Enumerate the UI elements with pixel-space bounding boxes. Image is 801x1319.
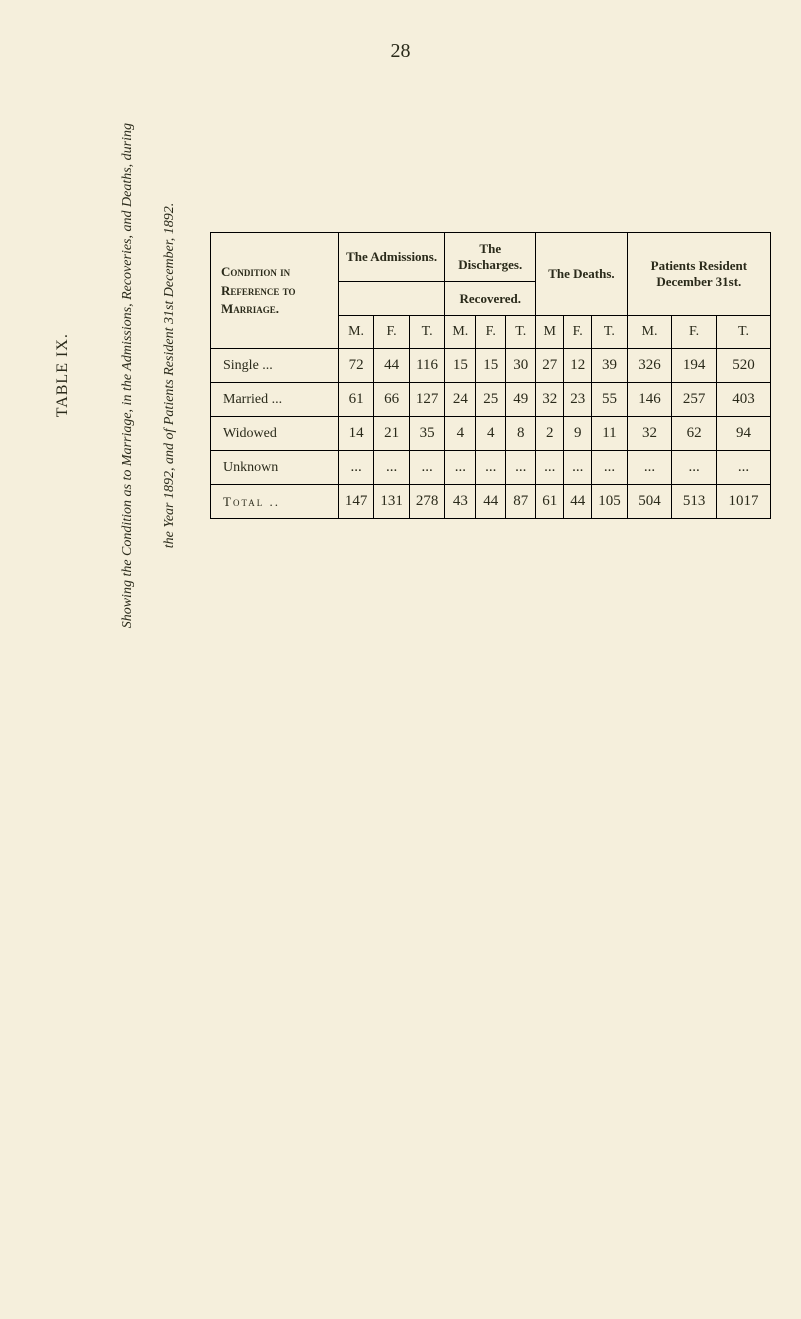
cell: ... <box>564 451 592 485</box>
cell: 403 <box>716 383 770 417</box>
header-adm-t: T. <box>409 316 445 349</box>
cell: ... <box>627 451 672 485</box>
cell: ... <box>445 451 476 485</box>
cell: ... <box>592 451 628 485</box>
header-deaths-f: F. <box>564 316 592 349</box>
row-married-label: Married ... <box>211 383 339 417</box>
cell: 326 <box>627 349 672 383</box>
cell: 194 <box>672 349 717 383</box>
cell: 513 <box>672 485 717 519</box>
table-label: TABLE IX. <box>54 334 71 418</box>
cell: 12 <box>564 349 592 383</box>
cell: 44 <box>564 485 592 519</box>
header-condition: Condition in Reference to Marriage. <box>211 233 339 349</box>
cell: 87 <box>506 485 536 519</box>
cell: 39 <box>592 349 628 383</box>
header-adm-m: M. <box>338 316 374 349</box>
cell: ... <box>374 451 410 485</box>
cell: 520 <box>716 349 770 383</box>
cell: 43 <box>445 485 476 519</box>
cell: 4 <box>445 417 476 451</box>
cell: 127 <box>409 383 445 417</box>
header-deaths-m: M <box>536 316 564 349</box>
cell: 278 <box>409 485 445 519</box>
cell: 27 <box>536 349 564 383</box>
cell: 116 <box>409 349 445 383</box>
table-row: Unknown ... ... ... ... ... ... ... ... … <box>211 451 771 485</box>
row-total-label: Total .. <box>211 485 339 519</box>
cell: 131 <box>374 485 410 519</box>
cell: 62 <box>672 417 717 451</box>
cell: 55 <box>592 383 628 417</box>
table-row: Married ... 61 66 127 24 25 49 32 23 55 … <box>211 383 771 417</box>
cell: 49 <box>506 383 536 417</box>
cell: 32 <box>536 383 564 417</box>
header-rec-m: M. <box>445 316 476 349</box>
cell: ... <box>476 451 506 485</box>
cell: 32 <box>627 417 672 451</box>
cell: 11 <box>592 417 628 451</box>
row-widowed-label: Widowed <box>211 417 339 451</box>
cell: 105 <box>592 485 628 519</box>
total-text: Total <box>223 494 264 509</box>
content-wrapper: TABLE IX. Showing the Condition as to Ma… <box>30 123 771 628</box>
header-res-t: T. <box>716 316 770 349</box>
cell: 15 <box>476 349 506 383</box>
cell: 30 <box>506 349 536 383</box>
cell: 504 <box>627 485 672 519</box>
row-unknown-label: Unknown <box>211 451 339 485</box>
side-caption: TABLE IX. Showing the Condition as to Ma… <box>30 123 180 628</box>
cell: ... <box>536 451 564 485</box>
dots: .. <box>269 494 280 509</box>
cell: 44 <box>476 485 506 519</box>
cell: 66 <box>374 383 410 417</box>
header-res-f: F. <box>672 316 717 349</box>
cell: 61 <box>536 485 564 519</box>
cell: 21 <box>374 417 410 451</box>
cell: 1017 <box>716 485 770 519</box>
cell: 257 <box>672 383 717 417</box>
cell: ... <box>506 451 536 485</box>
cell: 146 <box>627 383 672 417</box>
cell: 94 <box>716 417 770 451</box>
cell: ... <box>716 451 770 485</box>
header-adm-f: F. <box>374 316 410 349</box>
cell: 44 <box>374 349 410 383</box>
table-row: Widowed 14 21 35 4 4 8 2 9 11 32 62 94 <box>211 417 771 451</box>
header-rec-f: F. <box>476 316 506 349</box>
cell: 24 <box>445 383 476 417</box>
cell: ... <box>409 451 445 485</box>
cell: 15 <box>445 349 476 383</box>
caption-line-2: the Year 1892, and of Patients Resident … <box>162 203 177 549</box>
data-table: Condition in Reference to Marriage. The … <box>210 232 771 519</box>
cell: 61 <box>338 383 374 417</box>
table-container: Condition in Reference to Marriage. The … <box>210 232 771 519</box>
header-deaths: The Deaths. <box>536 233 628 316</box>
cell: 14 <box>338 417 374 451</box>
cell: 35 <box>409 417 445 451</box>
table-row-total: Total .. 147 131 278 43 44 87 61 44 105 … <box>211 485 771 519</box>
cell: 2 <box>536 417 564 451</box>
cell: 4 <box>476 417 506 451</box>
header-recovered: Recovered. <box>445 282 536 316</box>
header-admissions: The Admissions. <box>338 233 445 282</box>
header-admissions-blank <box>338 282 445 316</box>
header-res-m: M. <box>627 316 672 349</box>
cell: 9 <box>564 417 592 451</box>
cell: 23 <box>564 383 592 417</box>
cell: 25 <box>476 383 506 417</box>
cell: 8 <box>506 417 536 451</box>
header-resident: Patients Resident December 31st. <box>627 233 770 316</box>
cell: ... <box>672 451 717 485</box>
cell: 147 <box>338 485 374 519</box>
cell: 72 <box>338 349 374 383</box>
caption-line-1: Showing the Condition as to Marriage, in… <box>120 123 135 628</box>
table-row: Single ... 72 44 116 15 15 30 27 12 39 3… <box>211 349 771 383</box>
row-single-label: Single ... <box>211 349 339 383</box>
page-number: 28 <box>30 40 771 63</box>
header-discharges: The Discharges. <box>445 233 536 282</box>
header-rec-t: T. <box>506 316 536 349</box>
header-deaths-t: T. <box>592 316 628 349</box>
cell: ... <box>338 451 374 485</box>
